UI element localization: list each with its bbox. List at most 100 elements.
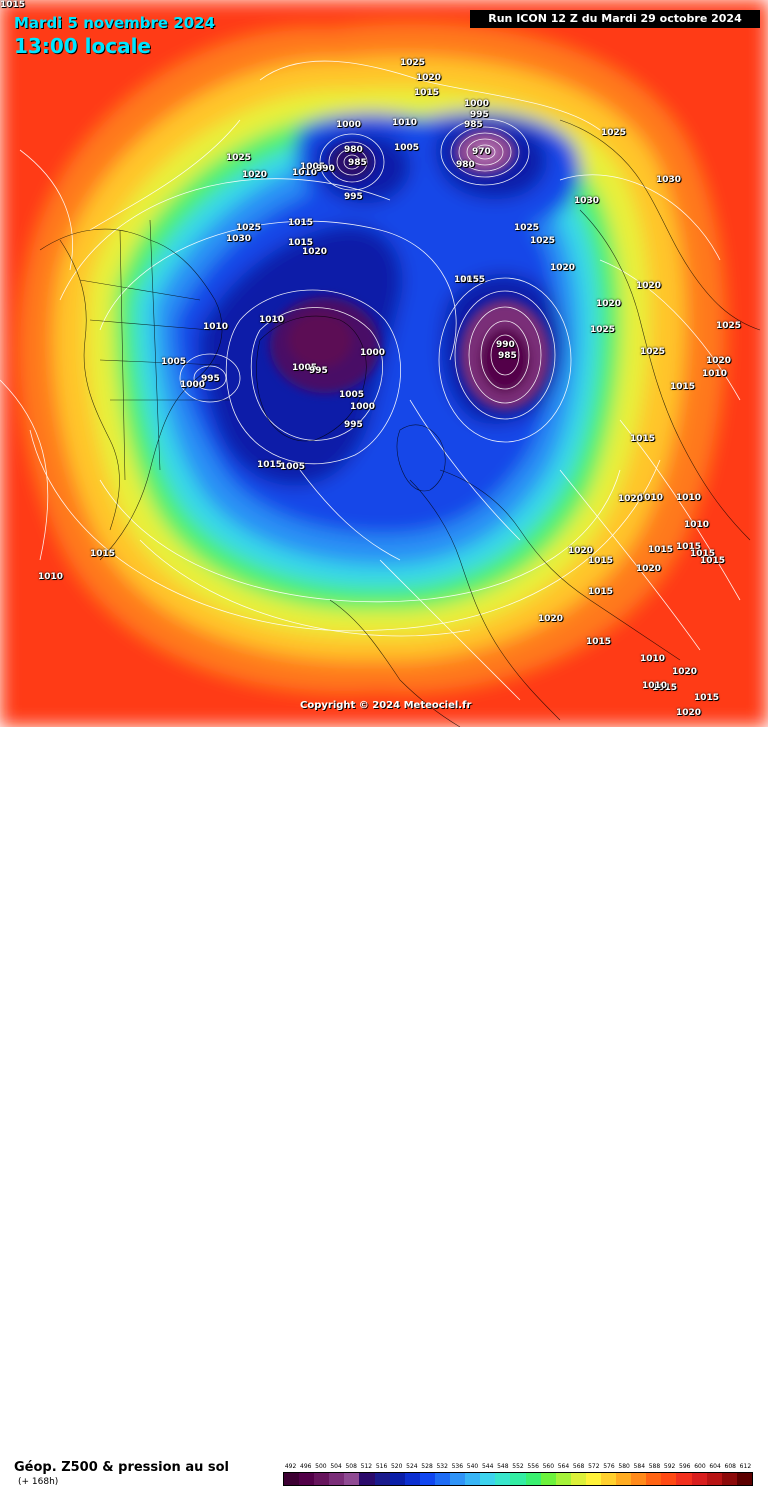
pressure-value: 1010 [684, 520, 710, 530]
pressure-value: 1025 [226, 153, 252, 163]
pressure-value: 995 [470, 110, 489, 120]
scale-label: 540 [466, 1463, 479, 1470]
geopotential-map [0, 0, 768, 727]
pressure-value: 1015 [90, 549, 116, 559]
pressure-value: 1025 [590, 325, 616, 335]
pressure-value: 1015 [700, 556, 726, 566]
pressure-value: 1000 [350, 402, 376, 412]
scale-swatch [284, 1473, 300, 1485]
pressure-value: 1005 [394, 143, 420, 153]
pressure-value: 970 [472, 147, 491, 157]
pressure-value: 1015 [257, 460, 283, 470]
color-scale-bar [283, 1472, 753, 1486]
pressure-value: 1030 [574, 196, 600, 206]
pressure-value: 985 [498, 351, 517, 361]
scale-label: 532 [436, 1463, 448, 1470]
pressure-value: 990 [316, 164, 335, 174]
scale-label: 516 [375, 1463, 388, 1470]
scale-swatch [359, 1473, 375, 1485]
pressure-value: 1015 [0, 0, 26, 10]
pressure-value: 1025 [514, 223, 540, 233]
scale-swatch [404, 1473, 420, 1485]
scale-swatch [525, 1473, 541, 1485]
scale-swatch [555, 1473, 571, 1485]
pressure-value: 1020 [302, 247, 328, 257]
scale-label: 536 [451, 1463, 464, 1470]
pressure-value: 1020 [416, 73, 442, 83]
scale-label: 512 [360, 1463, 373, 1470]
scale-label: 508 [345, 1463, 357, 1470]
scale-label: 572 [588, 1463, 600, 1470]
scale-swatch [721, 1473, 737, 1485]
pressure-value: 1010 [640, 654, 666, 664]
scale-swatch [450, 1473, 466, 1485]
scale-label: 492 [284, 1463, 297, 1470]
pressure-value: 1005 [280, 462, 306, 472]
pressure-value: 1020 [596, 299, 622, 309]
pressure-value: 1005 [300, 162, 326, 172]
pressure-value: 1025 [640, 347, 666, 357]
pressure-value: 1015 [288, 218, 314, 228]
scale-label: 576 [603, 1463, 615, 1470]
scale-label: 524 [406, 1463, 418, 1470]
pressure-value: 1020 [706, 356, 732, 366]
color-scale-labels: 492 496 500 504 508 512 516 520 524 528 532 536 540 5… [283, 1463, 753, 1472]
scale-label: 588 [648, 1463, 661, 1470]
pressure-value: 1030 [656, 175, 682, 185]
pressure-value: 1025 [716, 321, 742, 331]
pressure-value: 1000 [360, 348, 386, 358]
pressure-value: 1015 [588, 556, 614, 566]
scale-swatch [646, 1473, 662, 1485]
geopotential-field [0, 0, 768, 727]
scale-swatch [676, 1473, 692, 1485]
pressure-value: 1010 [702, 369, 728, 379]
scale-swatch [570, 1473, 586, 1485]
scale-swatch [600, 1473, 617, 1485]
scale-swatch [495, 1473, 511, 1485]
pressure-value: 1020 [568, 546, 594, 556]
pressure-value: 1010 [292, 168, 318, 178]
legend-footer: Géop. Z500 & pression au sol (+ 168h) 49… [0, 727, 768, 1487]
scale-label: 604 [709, 1463, 721, 1470]
pressure-value: 1015 [676, 542, 702, 552]
pressure-value: 1010 [638, 493, 664, 503]
map-panel: Mardi 5 novembre 2024 13:00 locale Run I… [0, 0, 768, 727]
pressure-value: 1010 [203, 322, 229, 332]
pressure-value: 1020 [676, 708, 702, 718]
pressure-value: 980 [456, 160, 475, 170]
pressure-value: 985 [348, 158, 367, 168]
scale-label: 592 [663, 1463, 676, 1470]
scale-label: 596 [679, 1463, 691, 1470]
pressure-value: 980 [344, 145, 363, 155]
scale-label: 496 [300, 1463, 312, 1470]
pressure-value: 1000 [180, 380, 206, 390]
pressure-value: 1000 [464, 99, 490, 109]
pressure-value: 1015 [588, 587, 614, 597]
scale-swatch [691, 1473, 707, 1485]
scale-swatch [540, 1473, 556, 1485]
scale-swatch [465, 1473, 481, 1485]
pressure-value: 995 [309, 366, 328, 376]
scale-swatch [299, 1473, 315, 1485]
pressure-value: 1015 [288, 238, 314, 248]
pressure-value: 1010 [642, 681, 668, 691]
pressure-value: 1020 [618, 494, 644, 504]
pressure-value: 990 [496, 340, 515, 350]
scale-label: 556 [527, 1463, 539, 1470]
scale-label: 544 [481, 1463, 494, 1470]
pressure-value: 995 [344, 192, 363, 202]
pressure-value: 1000 [336, 120, 362, 130]
pressure-value: 1030 [226, 234, 252, 244]
legend-subtitle: (+ 168h) [18, 1477, 59, 1487]
pressure-value: 1015 [652, 683, 678, 693]
pressure-value: 1005 [339, 390, 365, 400]
scale-swatch [661, 1473, 677, 1485]
scale-label: 520 [390, 1463, 403, 1470]
pressure-value: 1025 [530, 236, 556, 246]
pressure-value: 1025 [601, 128, 627, 138]
scale-label: 504 [330, 1463, 342, 1470]
scale-swatch [314, 1473, 330, 1485]
scale-label: 548 [497, 1463, 509, 1470]
pressure-value: 1020 [550, 263, 576, 273]
scale-label: 528 [421, 1463, 433, 1470]
